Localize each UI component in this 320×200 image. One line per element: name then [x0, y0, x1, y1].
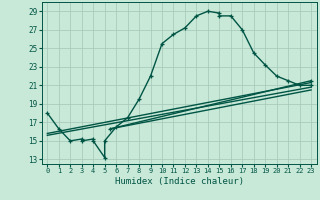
- X-axis label: Humidex (Indice chaleur): Humidex (Indice chaleur): [115, 177, 244, 186]
